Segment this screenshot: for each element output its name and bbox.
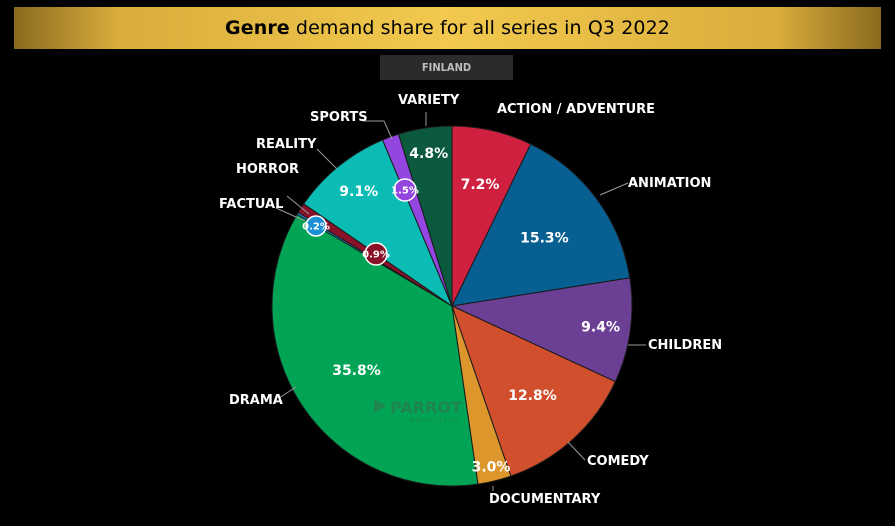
value-label-action-adventure: 7.2% — [461, 177, 500, 193]
leader-line-drama — [278, 386, 297, 399]
category-labels: ACTION / ADVENTURE ANIMATION CHILDREN COMED… — [219, 93, 722, 507]
watermark-logo-icon — [374, 399, 386, 413]
category-label-comedy: COMEDY — [587, 454, 649, 469]
value-label-animation: 15.3% — [520, 231, 569, 247]
leader-line-animation — [599, 182, 629, 196]
category-label-children: CHILDREN — [648, 338, 722, 353]
watermark-sub: ANALYTICS — [410, 417, 460, 424]
leader-line-horror — [286, 195, 310, 215]
value-bubble-horror — [364, 242, 388, 266]
pie-slice-variety — [397, 125, 453, 307]
value-labels: 7.2% 15.3% 9.4% 12.8% 3.0% 35.8% 0.2% 0.9% 9.1% 1… — [302, 146, 620, 475]
leader-line-reality — [316, 148, 338, 170]
pie-slice-reality — [303, 139, 454, 308]
value-label-horror: 0.9% — [362, 250, 390, 261]
leader-line-sports — [363, 120, 393, 140]
value-label-factual: 0.2% — [302, 222, 330, 233]
leader-lines — [275, 112, 646, 491]
category-label-sports: SPORTS — [310, 110, 368, 125]
watermark-brand: PARROT — [390, 398, 462, 417]
value-bubble-factual — [305, 215, 327, 237]
value-bubble-sports — [393, 178, 417, 202]
category-label-reality: REALITY — [256, 137, 317, 152]
pie-slice-animation — [451, 143, 631, 307]
value-label-sports: 1.5% — [391, 186, 419, 197]
chart-title-rest: demand share for all series in Q3 2022 — [289, 17, 670, 39]
value-label-documentary: 3.0% — [472, 459, 511, 475]
pie-slice-children — [450, 277, 633, 383]
category-label-documentary: DOCUMENTARY — [489, 492, 601, 507]
category-label-factual: FACTUAL — [219, 197, 283, 212]
value-label-comedy: 12.8% — [508, 388, 557, 404]
category-label-animation: ANIMATION — [628, 176, 711, 191]
pie-slice-drama — [271, 213, 479, 487]
chart-title-bold: Genre — [225, 17, 290, 39]
leader-line-factual — [275, 207, 306, 222]
category-label-horror: HORROR — [236, 162, 299, 177]
category-label-variety: VARIETY — [398, 93, 460, 108]
value-label-drama: 35.8% — [332, 363, 381, 379]
pie-slices — [271, 125, 633, 487]
chart-title: Genre demand share for all series in Q3 … — [14, 7, 881, 49]
value-label-reality: 9.1% — [339, 184, 378, 200]
category-label-action-adventure: ACTION / ADVENTURE — [497, 102, 655, 117]
value-label-children: 9.4% — [581, 320, 620, 336]
value-label-variety: 4.8% — [409, 146, 448, 162]
category-label-drama: DRAMA — [229, 393, 283, 408]
pie-slice-comedy — [451, 305, 617, 477]
chart-subtitle: FINLAND — [380, 55, 513, 80]
leader-line-comedy — [567, 441, 586, 461]
